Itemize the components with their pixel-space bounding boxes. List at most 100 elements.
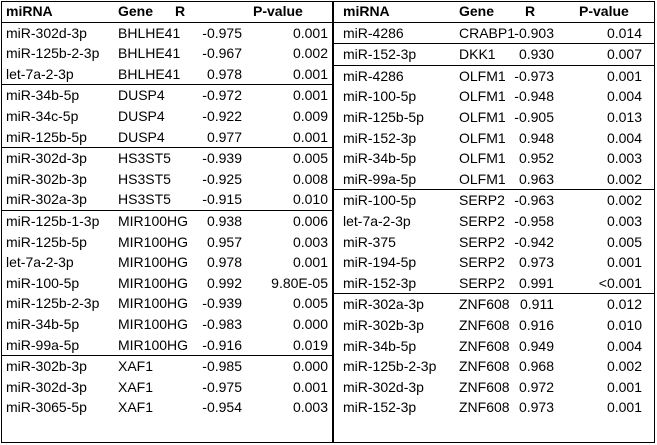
mirna-cell: miR-302d-3p [343, 378, 424, 395]
r-cell: -0.985 [202, 358, 242, 375]
mirna-cell: miR-194-5p [343, 254, 417, 271]
header-gene: Gene [118, 3, 154, 19]
gene-cell: ZNF608 [459, 316, 510, 333]
mirna-cell: miR-34b-5p [6, 87, 80, 104]
header-r: R [525, 3, 536, 19]
mirna-cell: miR-3065-5p [6, 399, 87, 416]
p-value-cell: 0.002 [606, 192, 642, 209]
r-cell: 0.978 [206, 254, 242, 271]
p-value-cell: 0.001 [292, 87, 328, 104]
mirna-cell: miR-125b-2-3p [343, 358, 437, 375]
table-row: miR-302d-3p ZNF608 0.972 0.001 [334, 377, 654, 398]
gene-cell: SERP2 [459, 233, 505, 250]
r-cell: -0.925 [202, 170, 242, 187]
r-cell: -0.975 [202, 24, 242, 41]
column-divider [332, 1, 334, 443]
p-value-cell: 0.002 [606, 358, 642, 375]
r-cell: -0.939 [202, 295, 242, 312]
table-row: miR-194-5p SERP2 0.973 0.001 [334, 252, 654, 273]
table-row: miR-99a-5p OLFM1 0.963 0.002 [334, 169, 654, 190]
table-row: miR-125b-2-3p BHLHE41 -0.967 0.002 [2, 43, 332, 64]
gene-cell: OLFM1 [459, 150, 506, 167]
table-row: miR-302a-3p HS3ST5 -0.915 0.010 [2, 189, 332, 210]
p-value-cell: 0.014 [606, 24, 642, 41]
table-row: miR-152-3p OLFM1 0.948 0.004 [334, 128, 654, 149]
mirna-cell: miR-125b-1-3p [6, 212, 100, 229]
table-row: miR-34b-5p ZNF608 0.949 0.004 [334, 336, 654, 357]
p-value-cell: 0.008 [292, 170, 328, 187]
mirna-cell: miR-125b-2-3p [6, 295, 100, 312]
gene-cell: HS3ST5 [118, 191, 171, 208]
mirna-cell: miR-34c-5p [6, 107, 79, 124]
gene-cell: ZNF608 [459, 296, 510, 313]
gene-cell: HS3ST5 [118, 150, 171, 167]
r-cell: 0.973 [518, 254, 554, 271]
r-cell: -0.922 [202, 107, 242, 124]
table-row: miR-99a-5p MIR100HG -0.916 0.019 [2, 335, 332, 356]
p-value-cell: 0.001 [292, 254, 328, 271]
table-row: miR-34c-5p DUSP4 -0.922 0.009 [2, 106, 332, 127]
gene-cell: MIR100HG [118, 295, 189, 312]
mirna-cell: miR-99a-5p [6, 336, 80, 353]
p-value-cell: 0.001 [606, 399, 642, 416]
p-value-cell: 0.012 [606, 296, 642, 313]
table-row: miR-125b-2-3p ZNF608 0.968 0.002 [334, 356, 654, 377]
mirna-cell: miR-375 [343, 233, 396, 250]
p-value-cell: 0.001 [606, 254, 642, 271]
p-value-cell: 0.005 [606, 233, 642, 250]
p-value-cell: 0.004 [606, 337, 642, 354]
mirna-cell: miR-125b-5p [343, 108, 424, 125]
r-cell: 0.952 [518, 150, 554, 167]
table-row: let-7a-2-3p BHLHE41 0.978 0.001 [2, 64, 332, 85]
p-value-cell: 0.004 [606, 129, 642, 146]
table-row: miR-302b-3p XAF1 -0.985 0.000 [2, 355, 332, 377]
table-row: miR-34b-5p DUSP4 -0.972 0.001 [2, 84, 332, 106]
p-value-cell: <0.001 [598, 274, 642, 291]
p-value-cell: 0.002 [606, 170, 642, 187]
gene-cell: DUSP4 [118, 87, 165, 104]
table-row: let-7a-2-3p SERP2 -0.958 0.003 [334, 211, 654, 232]
gene-cell: DUSP4 [118, 107, 165, 124]
mirna-cell: miR-152-3p [343, 46, 417, 63]
r-cell: -0.973 [514, 67, 554, 84]
r-cell: -0.916 [202, 336, 242, 353]
gene-cell: ZNF608 [459, 358, 510, 375]
gene-cell: ZNF608 [459, 337, 510, 354]
r-cell: -0.948 [514, 88, 554, 105]
gene-cell: MIR100HG [118, 315, 189, 332]
r-cell: -0.983 [202, 315, 242, 332]
mirna-cell: miR-152-3p [343, 129, 417, 146]
table-row: miR-4286 CRABP1 -0.903 0.014 [334, 21, 654, 44]
r-cell: 0.930 [518, 46, 554, 63]
p-value-cell: 0.009 [292, 107, 328, 124]
mirna-cell: miR-302b-3p [343, 316, 424, 333]
r-cell: -0.958 [514, 212, 554, 229]
r-cell: 0.978 [206, 65, 242, 82]
table-row: miR-152-3p SERP2 0.991 <0.001 [334, 273, 654, 294]
left-table: miRNA Gene R P-value miR-302d-3p BHLHE41 -… [2, 1, 332, 418]
header-p-value: P-value [579, 3, 629, 19]
p-value-cell: 0.000 [292, 315, 328, 332]
mirna-cell: miR-34b-5p [343, 150, 417, 167]
r-cell: 0.963 [518, 170, 554, 187]
r-cell: -0.939 [202, 150, 242, 167]
gene-cell: OLFM1 [459, 170, 506, 187]
gene-cell: OLFM1 [459, 129, 506, 146]
table-row: miR-302a-3p ZNF608 0.911 0.012 [334, 293, 654, 315]
mirna-cell: miR-302a-3p [343, 296, 424, 313]
table-row: miR-375 SERP2 -0.942 0.005 [334, 232, 654, 253]
gene-cell: SERP2 [459, 254, 505, 271]
p-value-cell: 0.010 [606, 316, 642, 333]
table-row: miR-100-5p OLFM1 -0.948 0.004 [334, 86, 654, 107]
table-row: miR-100-5p SERP2 -0.963 0.002 [334, 189, 654, 211]
p-value-cell: 0.001 [292, 128, 328, 145]
p-value-cell: 0.006 [292, 212, 328, 229]
p-value-cell: 0.003 [292, 233, 328, 250]
gene-cell: OLFM1 [459, 88, 506, 105]
r-cell: -0.915 [202, 191, 242, 208]
gene-cell: MIR100HG [118, 336, 189, 353]
p-value-cell: 0.005 [292, 295, 328, 312]
r-cell: -0.972 [202, 87, 242, 104]
r-cell: -0.942 [514, 233, 554, 250]
